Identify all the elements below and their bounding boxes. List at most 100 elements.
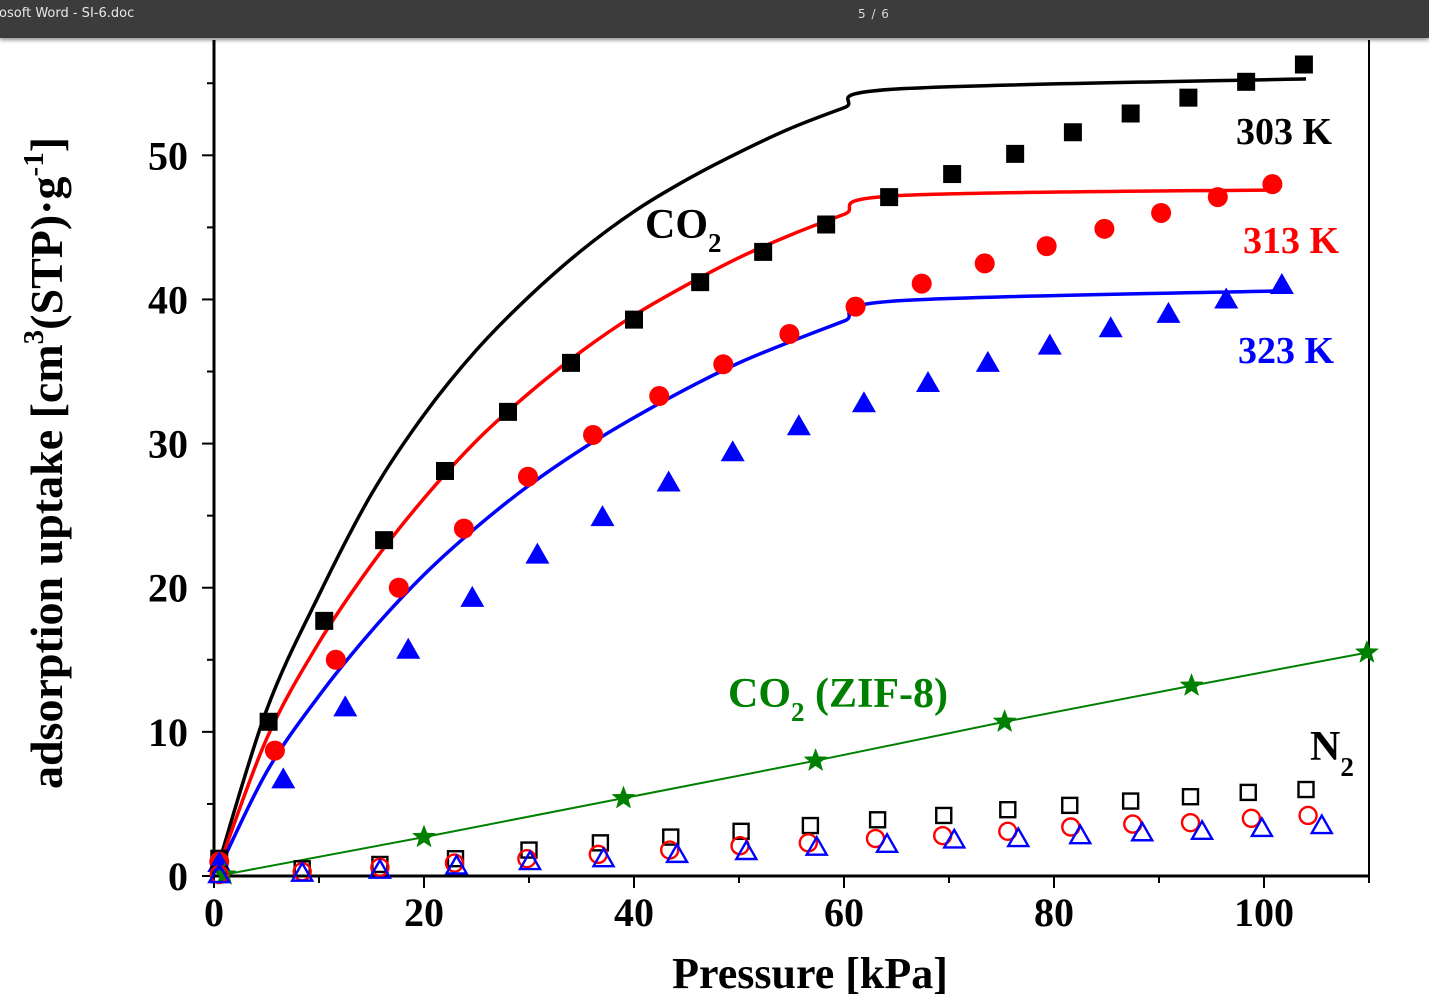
fit-curve-303k — [215, 77, 1307, 870]
n2-triangle-marker — [591, 846, 616, 868]
co2-circle-marker — [713, 354, 734, 375]
co2-circle-marker — [1151, 202, 1172, 223]
n2-triangle-marker — [942, 827, 967, 849]
legend-303k: 303 K — [1236, 111, 1333, 153]
document-title: rosoft Word - SI-6.doc — [0, 6, 135, 21]
data-markers — [207, 55, 1379, 885]
x-tick-label: 0 — [204, 890, 224, 935]
co2-square-marker — [1294, 55, 1313, 74]
y-tick-label: 40 — [148, 277, 188, 322]
page-indicator: 5 / 6 — [858, 7, 890, 21]
co2-triangle-marker — [1098, 316, 1123, 338]
n2-square-marker — [732, 822, 750, 841]
n2-circle-marker — [1298, 805, 1318, 826]
co2-square-marker — [562, 353, 580, 372]
n2-square-marker — [1297, 780, 1315, 799]
co2-star-marker — [411, 824, 437, 848]
co2-square-marker — [880, 188, 899, 207]
co2-square-marker — [1006, 144, 1025, 163]
n2-triangle-marker — [804, 834, 829, 856]
co2-circle-marker — [453, 518, 474, 539]
n2-square-marker — [591, 834, 610, 852]
n2-annotation: N2 — [1310, 724, 1354, 782]
co2-circle-marker — [649, 386, 670, 407]
co2-star-marker — [1354, 639, 1379, 663]
co2-square-marker — [1121, 104, 1140, 123]
n2-triangle-marker — [444, 853, 469, 875]
axes: 0 20 40 60 80 100 0 10 20 30 40 50 — [148, 40, 1370, 935]
co2-circle-marker — [583, 424, 604, 445]
n2-square-marker — [1121, 792, 1140, 810]
n2-square-marker — [868, 811, 887, 829]
co2-square-marker — [1063, 123, 1082, 142]
y-tick-label: 0 — [168, 854, 188, 899]
n2-triangle-marker — [367, 857, 392, 879]
co2-zif8-annotation: CO2 (ZIF-8) — [728, 671, 948, 727]
x-tick-label: 40 — [614, 890, 654, 935]
co2-triangle-marker — [786, 414, 811, 436]
co2-square-marker — [754, 242, 773, 261]
n2-triangle-marker — [1309, 813, 1334, 835]
co2-triangle-marker — [656, 470, 681, 492]
co2-star-marker — [803, 747, 828, 771]
co2-circle-marker — [974, 253, 995, 274]
co2-circle-marker — [779, 324, 800, 345]
n2-triangle-marker — [1006, 826, 1031, 848]
co2-circle-marker — [388, 577, 409, 598]
n2-triangle-marker — [1189, 818, 1215, 841]
x-tick-label: 80 — [1034, 890, 1074, 935]
n2-circle-marker — [1241, 808, 1262, 829]
co2-square-marker — [943, 165, 962, 184]
n2-triangle-marker — [874, 831, 900, 853]
co2-square-marker — [499, 402, 517, 421]
co2-triangle-marker — [975, 350, 1000, 372]
co2-circle-marker — [911, 273, 932, 294]
n2-circle-marker — [1180, 812, 1201, 833]
y-tick-label: 50 — [148, 133, 188, 178]
co2-circle-marker — [517, 466, 538, 487]
n2-square-marker — [520, 841, 538, 859]
y-tick-label: 10 — [148, 710, 188, 755]
n2-square-marker — [999, 800, 1017, 819]
co2-triangle-marker — [720, 440, 745, 462]
n2-square-marker — [1181, 788, 1200, 806]
legend-323k: 323 K — [1238, 330, 1335, 372]
co2-circle-marker — [1207, 187, 1228, 208]
co2-triangle-marker — [1156, 301, 1181, 323]
co2-square-marker — [625, 310, 643, 329]
co2-triangle-marker — [333, 695, 358, 717]
co2-square-marker — [1179, 88, 1198, 107]
x-tick-label: 20 — [404, 890, 444, 935]
y-axis-label: adsorption uptake [cm3(STP)·g-1] — [18, 137, 72, 789]
n2-square-marker — [1061, 796, 1079, 815]
x-tick-label: 100 — [1234, 890, 1294, 935]
co2-star-marker — [992, 709, 1017, 733]
co2-triangle-marker — [916, 371, 940, 393]
co2-square-marker — [691, 273, 710, 292]
co2-triangle-marker — [271, 767, 296, 789]
x-axis-label: Pressure [kPa] — [672, 949, 948, 998]
co2-circle-marker — [1262, 174, 1283, 195]
document-page: 0 20 40 60 80 100 0 10 20 30 40 50 adsorption uptak… — [0, 38, 1429, 1001]
y-tick-label: 20 — [148, 566, 188, 611]
chart-labels: adsorption uptake [cm3(STP)·g-1] Pressur… — [18, 111, 1354, 998]
n2-triangle-marker — [734, 839, 759, 861]
n2-triangle-marker — [517, 849, 543, 871]
n2-triangle-marker — [207, 862, 232, 884]
n2-circle-marker — [444, 853, 465, 873]
co2-triangle-marker — [460, 585, 485, 607]
fit-curve-323k — [215, 289, 1286, 874]
co2-square-marker — [315, 611, 334, 630]
n2-square-marker — [662, 828, 680, 846]
n2-triangle-marker — [1130, 820, 1155, 842]
adsorption-chart: 0 20 40 60 80 100 0 10 20 30 40 50 adsorption uptak… — [18, 40, 1379, 998]
co2-triangle-marker — [396, 637, 421, 659]
co2-triangle-marker — [1214, 287, 1239, 309]
co2-triangle-marker — [590, 505, 615, 527]
co2-star-marker — [611, 785, 636, 809]
co2-star-marker — [1179, 672, 1204, 696]
co2-circle-marker — [1036, 236, 1057, 257]
co2-annotation: CO2 — [645, 202, 722, 258]
n2-triangle-marker — [290, 860, 315, 882]
n2-square-marker — [801, 816, 820, 835]
